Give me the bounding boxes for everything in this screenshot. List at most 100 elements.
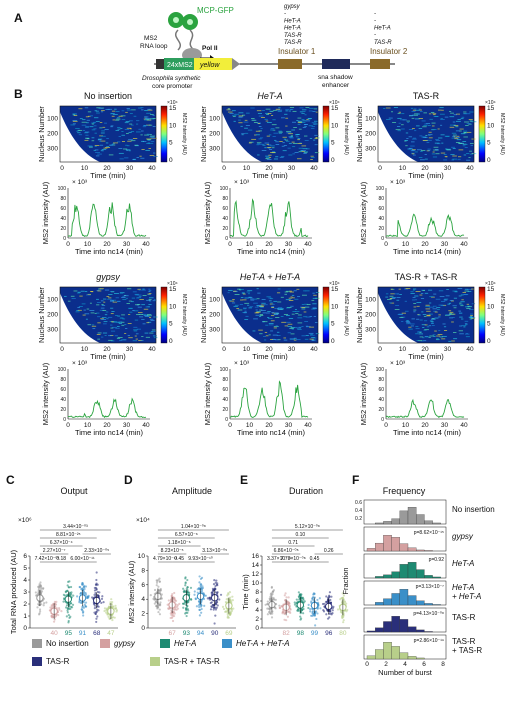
data-point (158, 613, 162, 616)
heatmap-y-tick: 300 (365, 146, 376, 153)
y-tick: 5 (23, 565, 27, 572)
dot-group (149, 577, 164, 616)
y-tick: 6 (255, 598, 259, 605)
data-point (57, 613, 60, 617)
data-point (157, 578, 160, 581)
n-count: 40 (51, 630, 59, 637)
data-point (159, 587, 162, 591)
histogram-bar (383, 621, 392, 633)
legend-swatch (32, 657, 42, 666)
heatmap-y-tick: 100 (47, 297, 58, 304)
trace-y-tick: 20 (60, 407, 66, 413)
y-tick: 3 (23, 589, 27, 596)
y-label: MS2 intensity (AU) (127, 560, 136, 623)
rna-loop-label: MS2 RNA loop (140, 35, 168, 50)
trace-x-tick: 20 (265, 422, 273, 429)
data-point (309, 610, 312, 613)
data-point (158, 608, 161, 611)
data-point (62, 593, 65, 596)
data-point (341, 616, 344, 619)
data-point (309, 608, 312, 611)
data-point (98, 591, 101, 594)
data-point (201, 585, 204, 588)
data-point (95, 571, 98, 574)
histogram-bar (375, 542, 384, 552)
legend-swatch (32, 639, 42, 648)
data-point (67, 586, 70, 589)
data-point (82, 606, 86, 609)
p-value: 7.42×10⁻⁰⁵ (35, 556, 60, 562)
data-point (54, 615, 58, 618)
data-point (283, 594, 286, 597)
data-point (213, 622, 216, 625)
ms2-trace-line (67, 397, 147, 419)
histogram-bar (399, 589, 409, 606)
data-point (318, 597, 321, 600)
panel-letter-b: B (14, 87, 23, 101)
legend-swatch (222, 639, 232, 648)
y-exponent: ×10⁶ (18, 517, 32, 524)
condition-title: gypsy (96, 272, 120, 282)
data-point (193, 593, 196, 596)
colorbar-exponent: ×10⁴ (167, 281, 178, 287)
data-point (68, 607, 71, 611)
panel-letter-f: F (352, 473, 359, 487)
data-point (282, 610, 285, 614)
trace-x-tick: 30 (285, 422, 293, 429)
histogram-bar (407, 656, 417, 660)
data-point (214, 614, 217, 617)
data-point (96, 583, 99, 586)
data-point (216, 584, 219, 587)
data-point (95, 578, 98, 582)
n-count: 93 (183, 630, 191, 637)
data-point (184, 612, 187, 615)
data-point (303, 600, 306, 603)
colorbar-tick: 15 (169, 105, 177, 112)
n-count: 47 (107, 630, 115, 637)
data-point (50, 614, 53, 617)
data-point (45, 601, 48, 604)
data-point (112, 616, 115, 619)
trace-y-tick: 0 (63, 236, 66, 242)
y-tick: 4 (141, 596, 145, 603)
histogram-bar (424, 603, 433, 606)
data-point (311, 598, 314, 601)
trace-exponent: × 10³ (390, 360, 406, 367)
data-point (299, 612, 302, 615)
data-point (66, 609, 69, 612)
condition-title: HeT-A + HeT-A (240, 272, 300, 282)
data-point (196, 588, 199, 591)
data-point (62, 600, 65, 603)
histogram-bar (399, 543, 409, 552)
data-point (184, 582, 187, 585)
trace-y-tick: 80 (222, 377, 228, 383)
histogram-bar (407, 562, 417, 579)
pol-ii-label: Pol II (202, 45, 218, 52)
data-point (222, 607, 226, 611)
histogram-bar (391, 646, 400, 660)
ms2-trace-line (385, 398, 465, 419)
data-point (103, 609, 106, 613)
heatmap-y-tick: 200 (209, 312, 220, 319)
legend-label: HeT-A + HeT-A (236, 639, 290, 648)
data-point (159, 601, 162, 604)
data-point (84, 601, 88, 604)
colorbar-tick: 0 (331, 338, 335, 345)
trace-x-tick: 30 (441, 241, 449, 248)
data-point (228, 598, 231, 601)
data-point (300, 608, 303, 611)
data-point (270, 585, 273, 589)
y-tick: 4 (23, 577, 27, 584)
n-count: 95 (65, 630, 73, 637)
trace-x-tick: 0 (66, 422, 70, 429)
n-count: 99 (311, 630, 319, 637)
heatmap-x-tick: 0 (222, 165, 226, 172)
data-point (229, 596, 232, 599)
p-value: 0.45 (310, 556, 320, 562)
heatmap-x-tick: 20 (265, 346, 273, 353)
heatmap-y-tick: 100 (209, 297, 220, 304)
trace-y-tick: 0 (381, 417, 384, 423)
y-tick: 8 (255, 589, 259, 596)
data-point (286, 615, 290, 618)
data-point (218, 598, 221, 601)
